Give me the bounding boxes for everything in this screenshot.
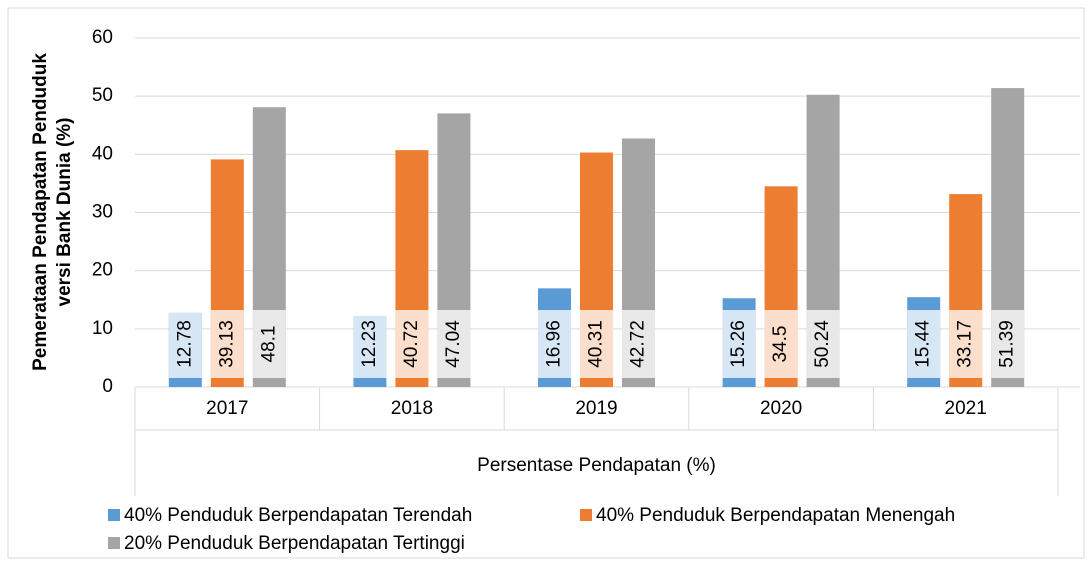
data-label-box (538, 310, 571, 378)
x-tick-label: 2020 (760, 398, 802, 419)
data-label-box (168, 310, 202, 378)
legend-swatch (580, 509, 592, 521)
y-tick-label: 20 (92, 260, 113, 281)
chart-border (7, 7, 1085, 559)
data-label-box (949, 310, 983, 378)
y-tick-label: 40 (92, 143, 113, 164)
data-label-box (622, 310, 655, 378)
data-label: 50.24 (812, 320, 833, 368)
legend-label: 40% Penduduk Berpendapatan Terendah (124, 505, 472, 526)
data-label-box (580, 310, 613, 378)
data-label-box (353, 310, 387, 378)
legend-label: 40% Penduduk Berpendapatan Menengah (596, 505, 955, 526)
y-axis-title: Pemerataan Pendapatan Penduduk versi Bank… (30, 53, 75, 371)
data-label: 12.23 (359, 320, 380, 368)
data-label-box (991, 310, 1025, 378)
data-label: 47.04 (443, 320, 464, 368)
data-label-box (210, 310, 244, 378)
y-axis-title-line: versi Bank Dunia (%) (54, 118, 75, 307)
y-tick-label: 10 (92, 318, 113, 339)
y-tick-label: 50 (92, 85, 113, 106)
data-label-box (764, 310, 798, 378)
x-tick-label: 2019 (575, 398, 617, 419)
legend-swatch (108, 537, 120, 549)
data-label: 40.72 (401, 320, 422, 368)
data-label: 34.5 (770, 326, 791, 363)
data-label: 16.96 (544, 320, 565, 368)
data-label: 42.72 (628, 320, 649, 368)
data-label: 12.78 (174, 320, 195, 368)
legend-swatch (108, 509, 120, 521)
x-tick-label: 2017 (206, 398, 248, 419)
data-label: 40.31 (586, 320, 607, 368)
data-label-box (395, 310, 429, 378)
data-label: 51.39 (997, 320, 1018, 368)
data-label: 48.1 (258, 326, 279, 363)
y-tick-label: 30 (92, 202, 113, 223)
y-axis-title-line: Pemerataan Pendapatan Penduduk (30, 53, 51, 371)
data-label: 33.17 (955, 320, 976, 368)
data-label-box (437, 310, 471, 378)
data-label: 15.44 (913, 320, 934, 368)
y-tick-label: 60 (92, 27, 113, 48)
legend-label: 20% Penduduk Berpendapatan Tertinggi (124, 533, 465, 554)
y-tick-label: 0 (102, 376, 113, 397)
data-label: 15.26 (728, 320, 749, 368)
x-tick-label: 2018 (391, 398, 433, 419)
data-label: 39.13 (216, 320, 237, 368)
data-label-box (806, 310, 840, 378)
data-label-box (722, 310, 756, 378)
x-axis-title: Persentase Pendapatan (%) (477, 455, 716, 476)
data-label-box (252, 310, 286, 378)
x-tick-label: 2021 (945, 398, 987, 419)
data-label-box (907, 310, 941, 378)
